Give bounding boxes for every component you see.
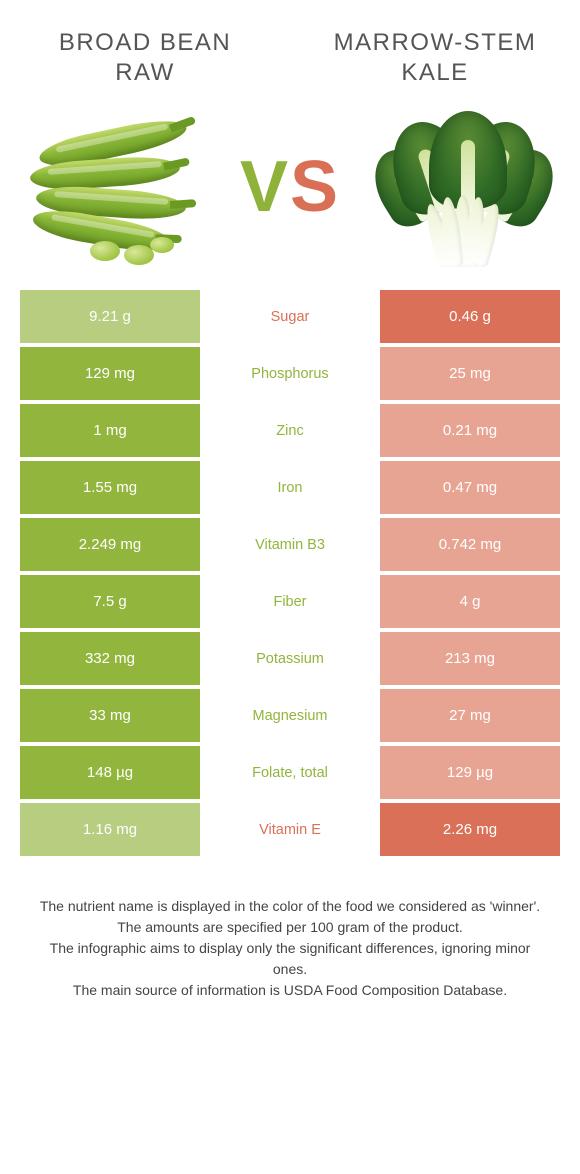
left-food-title: BROAD BEAN RAW <box>30 28 260 88</box>
right-value: 2.26 mg <box>380 803 560 856</box>
nutrient-label: Phosphorus <box>200 347 380 400</box>
footer-notes: The nutrient name is displayed in the co… <box>0 860 580 1001</box>
right-value: 0.47 mg <box>380 461 560 514</box>
table-row: 148 µgFolate, total129 µg <box>20 746 560 799</box>
left-value: 2.249 mg <box>20 518 200 571</box>
table-row: 1.16 mgVitamin E2.26 mg <box>20 803 560 856</box>
nutrient-label: Vitamin E <box>200 803 380 856</box>
header: BROAD BEAN RAW MARROW-STEM KALE <box>0 0 580 100</box>
left-value: 129 mg <box>20 347 200 400</box>
comparison-table: 9.21 gSugar0.46 g129 mgPhosphorus25 mg1 … <box>0 290 580 856</box>
left-value: 332 mg <box>20 632 200 685</box>
footer-line: The nutrient name is displayed in the co… <box>36 896 544 917</box>
vs-s: S <box>290 147 340 227</box>
table-row: 1.55 mgIron0.47 mg <box>20 461 560 514</box>
table-row: 7.5 gFiber4 g <box>20 575 560 628</box>
table-row: 332 mgPotassium213 mg <box>20 632 560 685</box>
table-row: 9.21 gSugar0.46 g <box>20 290 560 343</box>
nutrient-label: Fiber <box>200 575 380 628</box>
right-value: 25 mg <box>380 347 560 400</box>
footer-line: The infographic aims to display only the… <box>36 938 544 980</box>
left-value: 1 mg <box>20 404 200 457</box>
images-row: VS <box>0 100 580 290</box>
vs-v: V <box>240 147 290 227</box>
right-value: 27 mg <box>380 689 560 742</box>
left-value: 7.5 g <box>20 575 200 628</box>
right-value: 0.46 g <box>380 290 560 343</box>
kale-illustration <box>375 107 550 267</box>
nutrient-label: Vitamin B3 <box>200 518 380 571</box>
right-value: 213 mg <box>380 632 560 685</box>
footer-line: The main source of information is USDA F… <box>36 980 544 1001</box>
right-value: 4 g <box>380 575 560 628</box>
nutrient-label: Potassium <box>200 632 380 685</box>
left-value: 33 mg <box>20 689 200 742</box>
vs-label: VS <box>240 146 340 228</box>
broad-bean-illustration <box>30 107 205 267</box>
left-value: 1.55 mg <box>20 461 200 514</box>
nutrient-label: Sugar <box>200 290 380 343</box>
table-row: 129 mgPhosphorus25 mg <box>20 347 560 400</box>
nutrient-label: Magnesium <box>200 689 380 742</box>
right-value: 129 µg <box>380 746 560 799</box>
right-value: 0.21 mg <box>380 404 560 457</box>
right-value: 0.742 mg <box>380 518 560 571</box>
left-value: 148 µg <box>20 746 200 799</box>
table-row: 1 mgZinc0.21 mg <box>20 404 560 457</box>
nutrient-label: Zinc <box>200 404 380 457</box>
table-row: 2.249 mgVitamin B30.742 mg <box>20 518 560 571</box>
nutrient-label: Iron <box>200 461 380 514</box>
footer-line: The amounts are specified per 100 gram o… <box>36 917 544 938</box>
table-row: 33 mgMagnesium27 mg <box>20 689 560 742</box>
right-food-title: MARROW-STEM KALE <box>320 28 550 88</box>
nutrient-label: Folate, total <box>200 746 380 799</box>
left-value: 9.21 g <box>20 290 200 343</box>
left-value: 1.16 mg <box>20 803 200 856</box>
